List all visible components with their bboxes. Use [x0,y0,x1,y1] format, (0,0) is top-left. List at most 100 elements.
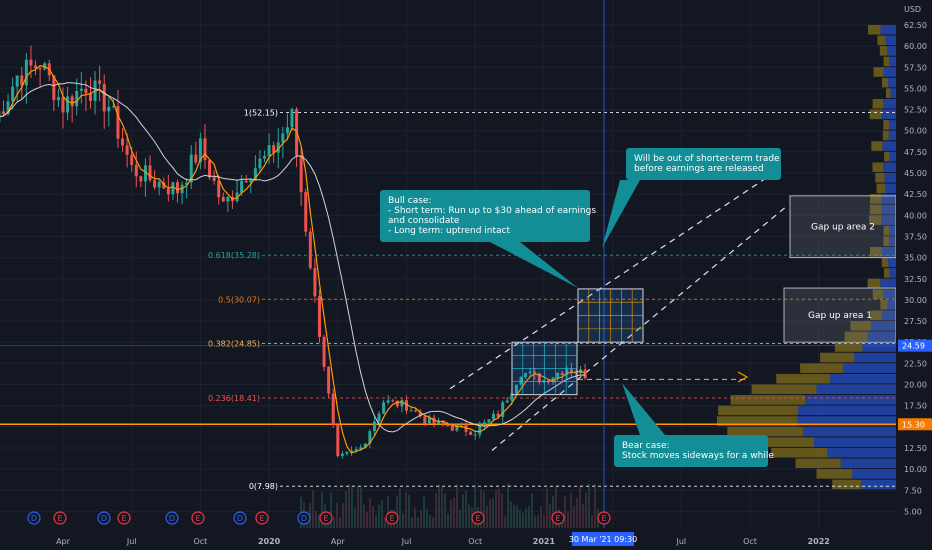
volume-profile-bar-down [716,416,798,426]
volume-bar [321,491,323,528]
earnings-badge[interactable] [117,511,131,525]
volume-profile-bar-down [869,204,882,215]
earnings-note-callout[interactable]: Will be out of shorter-term tradebefore … [602,148,781,248]
volume-profile-bar-up [881,247,896,257]
volume-profile-bar-up [888,77,896,88]
gap-zones[interactable]: Gap up area 2 Gap up area 1 [783,195,897,343]
volume-bar [567,511,569,528]
earnings-badge[interactable] [255,511,269,525]
time-tick-label: Apr [331,537,346,546]
candle-body [363,443,367,448]
candle-body [372,421,376,432]
volume-bar [384,517,386,528]
volume-profile-bar-down [877,35,886,46]
volume-profile-bar-up [883,162,896,172]
volume-profile-bar-down [869,215,882,225]
volume-profile-bar-up [887,46,896,56]
candle-body [189,154,193,183]
volume-profile-bar-up [885,183,896,194]
earnings-badge[interactable] [385,511,399,525]
bull-case-callout-pointer [490,242,578,288]
candle-body [34,65,38,69]
fibonacci-levels[interactable]: 1(52.15) 0.618(35.28) 0.5(30.07) 0.382(24.8… [208,109,896,492]
earnings-note-callout-box[interactable] [626,148,781,180]
dividend-badge[interactable] [233,511,247,525]
candle-body [354,449,358,451]
candle-body [121,138,125,146]
bull-case-callout[interactable]: Bull case:- Short term: Run up to $30 ah… [380,190,596,288]
earnings-badge[interactable] [191,511,205,525]
volume-bar [357,486,359,528]
crosshair-time-badge[interactable] [572,532,634,546]
price-tick-label: 52.50 [904,106,927,115]
volume-profile-bar-up [880,24,896,35]
volume-bar [546,488,548,528]
earnings-badge[interactable] [53,511,67,525]
bull-case-callout-box[interactable] [380,190,590,242]
volume-bar [519,509,521,528]
candle-body [98,80,102,84]
volume-bar [582,504,584,528]
price-marker-badge[interactable] [898,339,932,352]
dividend-badge[interactable] [97,511,111,525]
bull-case-callout-line: - Long term: uptrend intact [388,226,510,236]
earnings-badge[interactable] [471,511,485,525]
price-axis[interactable]: USD5.007.5010.0012.5015.0017.5020.0022.5… [896,0,932,550]
volume-profile-bar-down [869,109,882,120]
candle-body [441,420,445,425]
candle-body [331,393,335,425]
candle-body [258,158,262,169]
volume-profile-bar-up [862,342,896,352]
volume-profile-bar-down [880,299,888,310]
candle-body [79,88,83,91]
volume-profile-bar-down [882,130,889,141]
volume-bar [549,503,551,528]
volume-profile-bar-down [869,194,882,204]
bear-case-callout-box[interactable] [614,435,768,467]
time-axis-background [0,528,932,550]
dividend-badge[interactable] [165,511,179,525]
dividend-badge[interactable] [297,511,311,525]
candle-body [377,413,381,422]
volume-bar [504,516,506,528]
volume-profile-bar-up [883,67,896,77]
volume-bar [363,504,365,528]
volume-bar [396,495,398,528]
volume-bar [372,505,374,528]
volume-profile-bar-up [805,395,896,405]
price-tick-label: 7.50 [904,486,922,495]
volume-bar [381,499,383,528]
volume-profile-bar-down [881,257,889,268]
volume-profile-bar-up [860,479,896,490]
candle-body [203,138,207,161]
gap-zone-label: Gap up area 1 [808,311,872,321]
gap-zone-label: Gap up area 2 [811,223,875,233]
candle-body [130,154,134,165]
earnings-badge[interactable] [597,511,611,525]
volume-profile-bar-up [888,130,896,141]
candle-body [29,59,33,66]
gap-zone[interactable] [783,287,897,343]
price-marker-badge[interactable] [898,418,932,431]
volume-bar [369,497,371,528]
consolidation-boxes[interactable] [511,288,644,396]
dividend-badge[interactable] [27,511,41,525]
earnings-note-callout-pointer [602,180,640,248]
earnings-badge[interactable] [319,511,333,525]
bear-case-callout[interactable]: Bear case:Stock moves sideways for a whi… [614,383,774,467]
time-axis[interactable]: AprJulOct2020AprJulOct2021AprJulOct20223… [0,528,932,550]
callouts[interactable]: Bull case:- Short term: Run up to $30 ah… [380,148,781,467]
candle-body [139,176,143,182]
earnings-badge[interactable] [551,511,565,525]
volume-bar [585,492,587,528]
volume-profile-bar-up [827,447,896,458]
gap-zone[interactable] [789,195,897,259]
channel-upper[interactable] [449,168,781,390]
candle-body [102,83,106,112]
volume-bar [375,514,377,528]
volume-bar [591,514,593,528]
candle-body [519,377,523,385]
price-tick-label: 5.00 [904,507,922,516]
